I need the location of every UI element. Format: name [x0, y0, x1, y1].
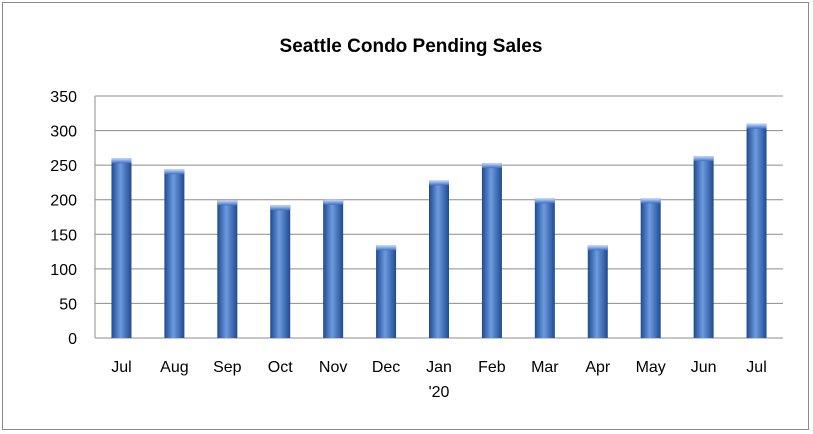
bar-cap	[534, 198, 555, 204]
bar-cap	[323, 199, 344, 205]
y-tick-label: 250	[50, 158, 77, 175]
bar	[429, 180, 449, 338]
chart-title: Seattle Condo Pending Sales	[280, 36, 543, 57]
bar-cap	[640, 198, 661, 204]
x-tick-label: Nov	[319, 359, 347, 376]
bar-cap	[111, 158, 132, 164]
x-tick-label: Mar	[531, 359, 559, 376]
bar-cap	[693, 156, 714, 162]
bar	[376, 245, 397, 338]
bar-cap	[746, 123, 767, 129]
bar	[217, 200, 238, 338]
y-tick-label: 350	[50, 89, 77, 106]
bar-cap	[164, 169, 185, 175]
bar-cap	[376, 245, 397, 251]
bar-cap	[587, 245, 608, 251]
bar	[587, 245, 608, 338]
x-tick-label: Dec	[372, 359, 400, 376]
x-tick-label: Sep	[213, 359, 242, 376]
bar-cap	[270, 205, 291, 211]
bar	[534, 198, 555, 338]
x-tick-label: Apr	[585, 359, 611, 376]
bars	[111, 123, 767, 339]
bar	[111, 158, 132, 338]
x-tick-label: Jun	[691, 359, 717, 376]
bar	[270, 205, 291, 338]
bar	[640, 198, 661, 338]
y-tick-label: 200	[50, 193, 77, 210]
x-tick-sublabel: '20	[429, 384, 450, 401]
x-tick-label: Jul	[111, 359, 131, 376]
x-tick-label: Jul	[746, 359, 766, 376]
y-tick-labels: 0 50 100 150 200 250 300 350	[50, 89, 77, 348]
x-tick-labels: Jul Aug Sep Oct Nov Dec Jan '20 Feb Mar Apr May Jun J…	[111, 359, 767, 401]
bar-cap	[481, 163, 502, 169]
bar	[746, 123, 767, 339]
x-tick-label: Jan	[426, 359, 452, 376]
y-tick-label: 0	[68, 331, 77, 348]
y-tick-label: 300	[50, 124, 77, 141]
bar	[164, 169, 185, 338]
bar	[481, 163, 502, 338]
x-tick-label: May	[636, 359, 666, 376]
y-tick-label: 150	[50, 227, 77, 244]
x-tick-label: Oct	[268, 359, 293, 376]
chart-frame	[2, 2, 809, 430]
x-tick-label: Feb	[478, 359, 506, 376]
bar-cap	[429, 180, 449, 186]
y-tick-label: 50	[59, 296, 77, 313]
y-tick-label: 100	[50, 262, 77, 279]
x-tick-label: Aug	[160, 359, 188, 376]
bar-cap	[217, 200, 238, 206]
bar	[323, 199, 344, 338]
bar	[693, 156, 714, 338]
